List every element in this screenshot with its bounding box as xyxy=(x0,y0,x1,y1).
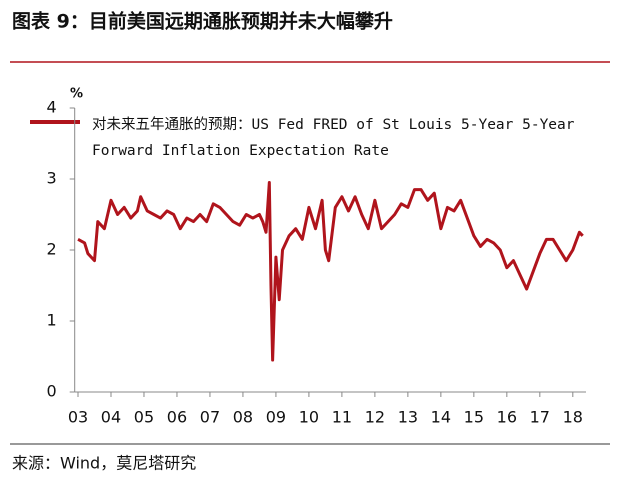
chart-title: 图表 9：目前美国远期通胀预期并未大幅攀升 xyxy=(12,10,393,33)
x-tick-label: 03 xyxy=(68,408,88,427)
x-tick-label: 14 xyxy=(431,408,451,427)
x-tick-label: 17 xyxy=(530,408,550,427)
x-tick-label: 04 xyxy=(101,408,121,427)
y-unit: % xyxy=(70,87,83,102)
y-tick-label: 2 xyxy=(47,240,57,259)
x-tick-label: 15 xyxy=(464,408,484,427)
x-tick-label: 09 xyxy=(266,408,286,427)
series-line xyxy=(77,181,584,362)
x-tick-label: 05 xyxy=(134,408,154,427)
x-tick-label: 18 xyxy=(563,408,583,427)
legend-label: 对未来五年通胀的预期：US Fed FRED of St Louis 5-Yea… xyxy=(92,117,575,159)
y-tick-label: 0 xyxy=(47,382,57,401)
x-tick-label: 16 xyxy=(497,408,517,427)
x-tick-label: 06 xyxy=(167,408,187,427)
x-tick-label: 10 xyxy=(299,408,319,427)
x-tick-label: 07 xyxy=(200,408,220,427)
y-tick-label: 1 xyxy=(47,311,57,330)
x-tick-label: 11 xyxy=(332,408,352,427)
y-tick-label: 4 xyxy=(47,98,57,117)
x-tick-label: 13 xyxy=(398,408,418,427)
x-tick-label: 08 xyxy=(233,408,253,427)
y-tick-label: 3 xyxy=(47,169,57,188)
source: 来源：Wind，莫尼塔研究 xyxy=(12,454,196,473)
x-tick-label: 12 xyxy=(365,408,385,427)
